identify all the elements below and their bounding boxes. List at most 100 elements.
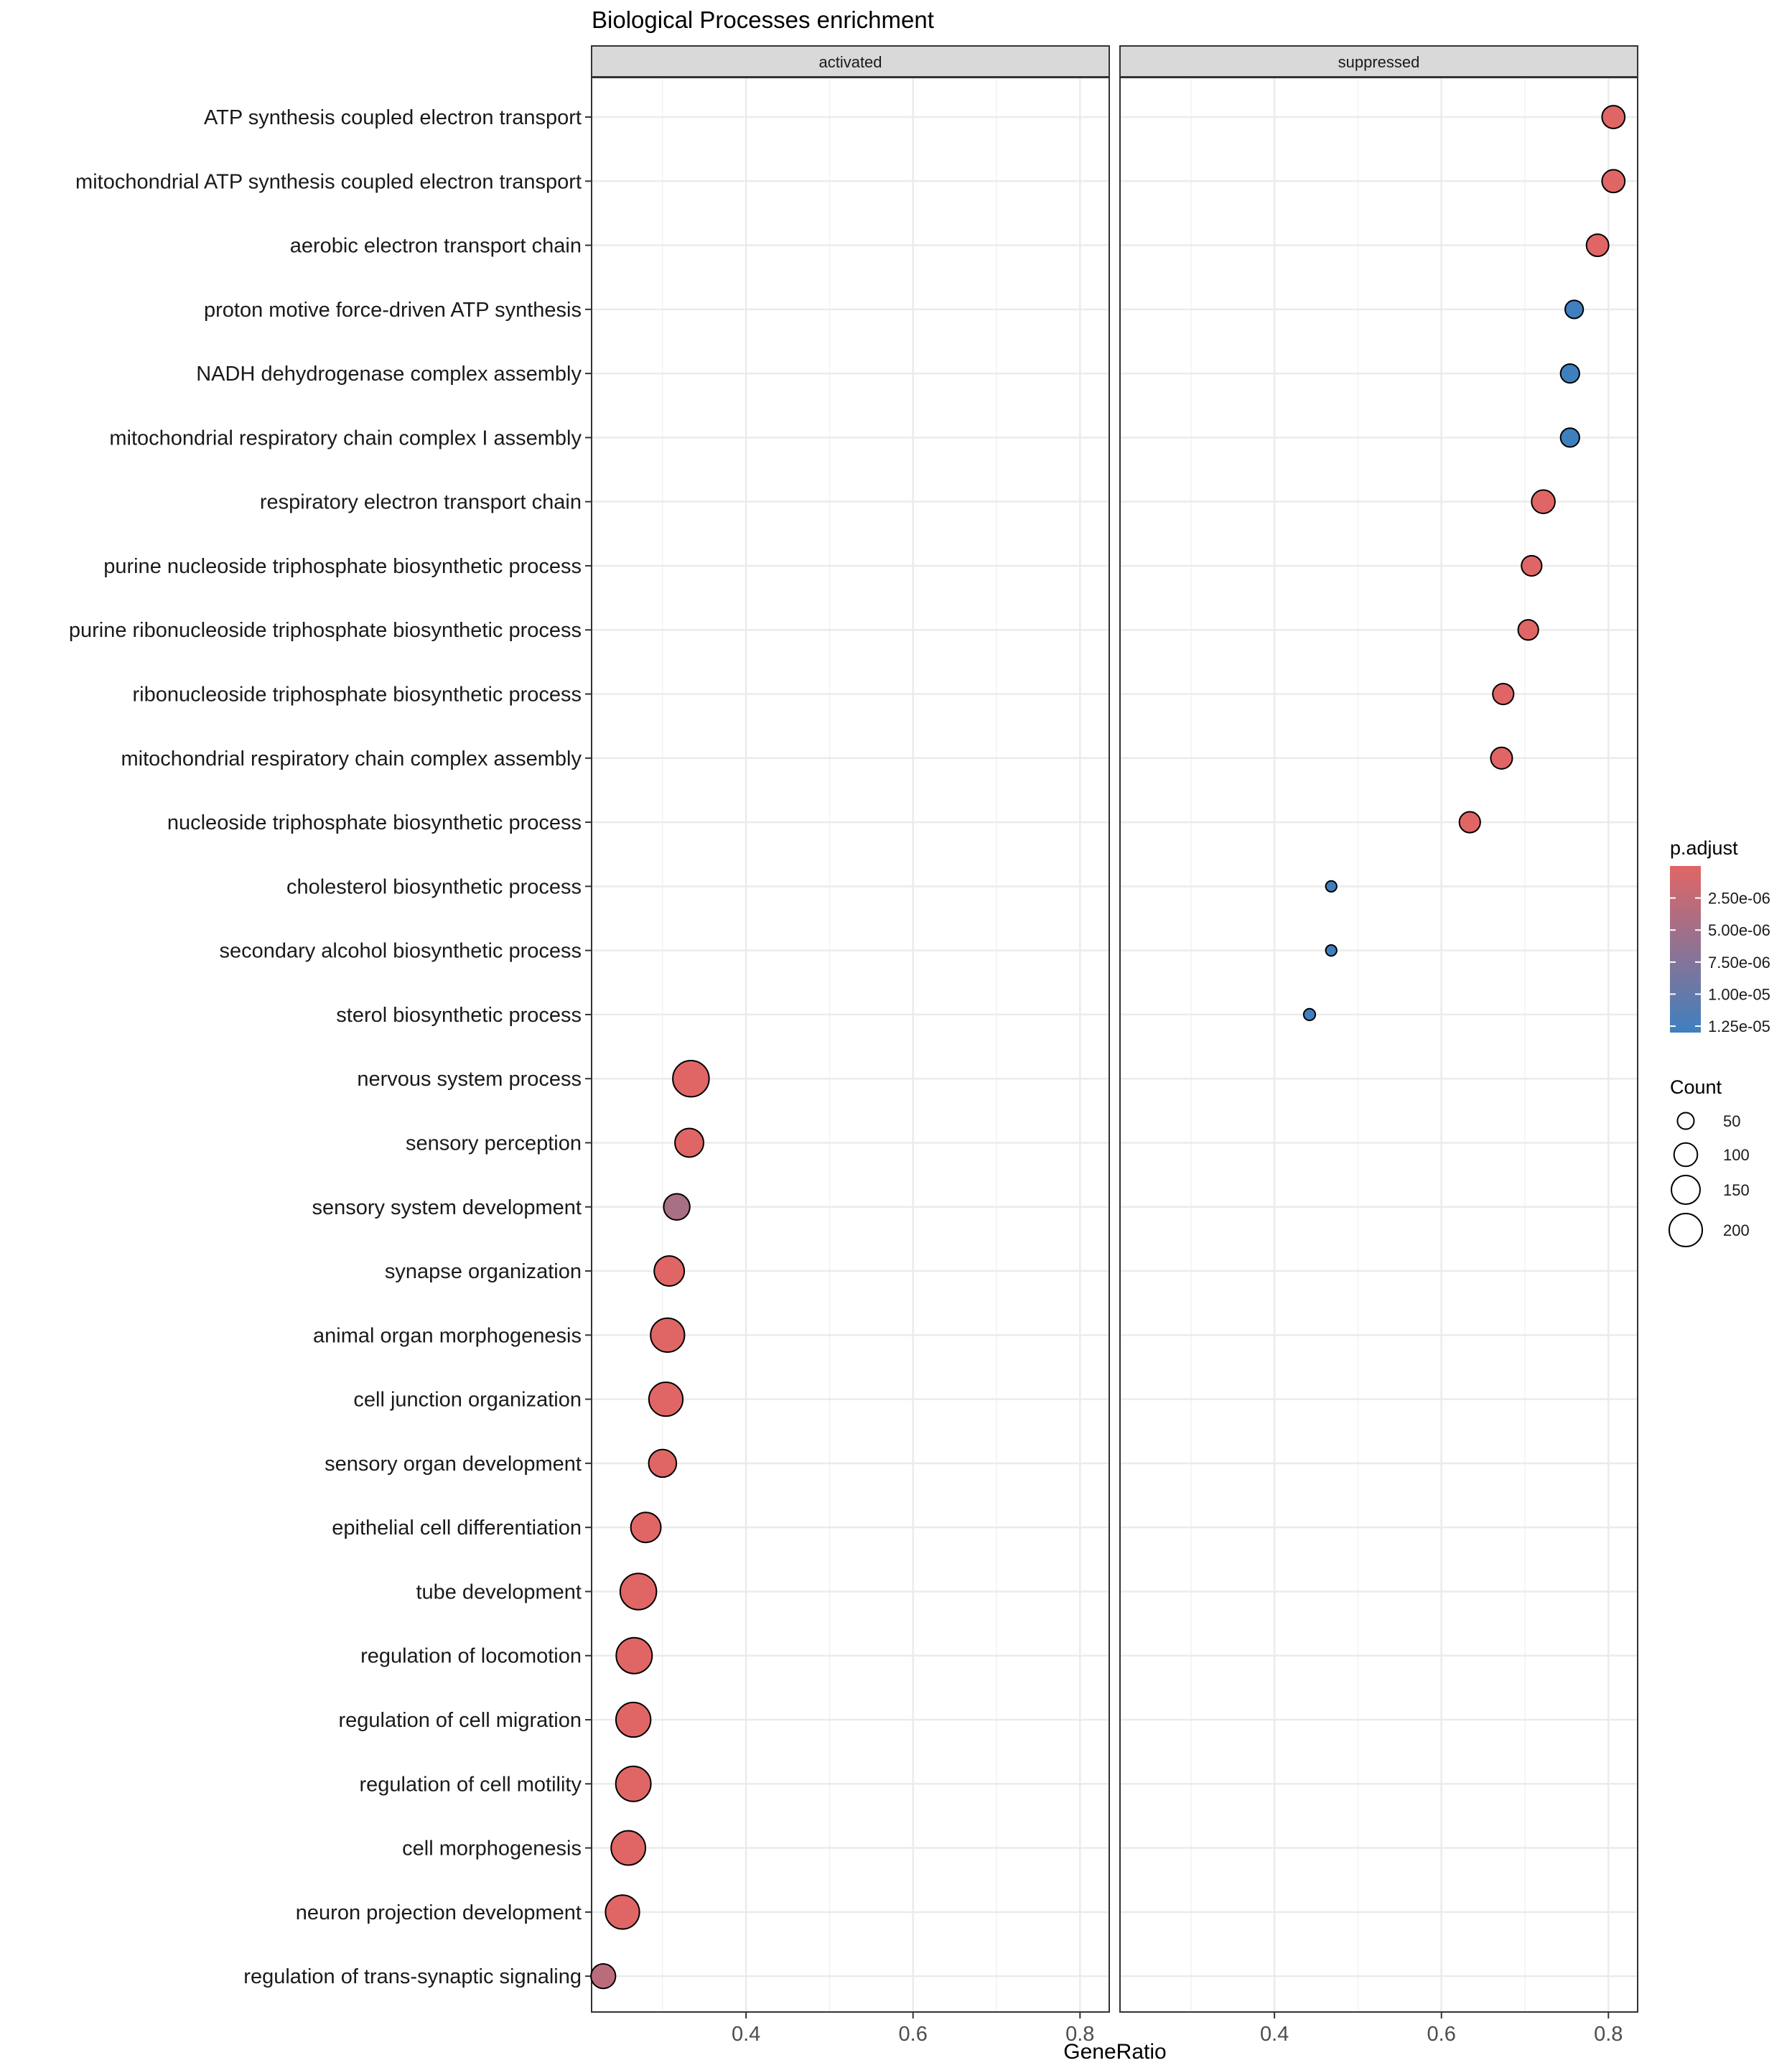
x-tick-label: 0.4 bbox=[1260, 2023, 1289, 2046]
data-point bbox=[1302, 1007, 1317, 1022]
y-tick-label: sensory system development bbox=[312, 1196, 582, 1219]
data-point bbox=[1492, 682, 1515, 706]
y-tick-label: purine ribonucleoside triphosphate biosy… bbox=[69, 619, 582, 642]
y-tick-label: cell junction organization bbox=[353, 1389, 582, 1412]
data-point bbox=[653, 1255, 686, 1287]
panel-background bbox=[592, 78, 1109, 2012]
data-point bbox=[1458, 811, 1481, 834]
colorbar-tick-label: 1.25e-05 bbox=[1708, 1017, 1770, 1035]
data-point bbox=[663, 1193, 691, 1221]
count-legend-circle bbox=[1668, 1212, 1704, 1248]
x-tick-label: 0.6 bbox=[1427, 2023, 1456, 2046]
colorbar-tick-label: 1.00e-05 bbox=[1708, 985, 1770, 1003]
data-point bbox=[630, 1512, 662, 1544]
data-point bbox=[1585, 233, 1610, 258]
y-tick-label: synapse organization bbox=[385, 1260, 582, 1283]
y-axis-labels: ATP synthesis coupled electron transport… bbox=[69, 106, 592, 1988]
y-tick-label: regulation of trans-synaptic signaling bbox=[243, 1965, 582, 1988]
y-tick-label: nucleoside triphosphate biosynthetic pro… bbox=[167, 811, 582, 834]
p-adjust-legend-title: p.adjust bbox=[1670, 837, 1738, 859]
data-point bbox=[672, 1059, 710, 1098]
y-tick-label: mitochondrial respiratory chain complex … bbox=[121, 747, 582, 770]
p-adjust-colorbar bbox=[1670, 866, 1701, 1033]
x-axis-title: GeneRatio bbox=[1063, 2040, 1166, 2064]
count-legend-label: 200 bbox=[1723, 1221, 1750, 1239]
y-tick-label: neuron projection development bbox=[296, 1901, 582, 1924]
y-tick-label: nervous system process bbox=[357, 1068, 582, 1091]
p-adjust-legend: p.adjust 2.50e-06 5.00e-06 7.50e-06 1.00e-0… bbox=[1670, 837, 1770, 1035]
data-point bbox=[1559, 427, 1580, 448]
data-point bbox=[610, 1830, 647, 1866]
y-tick-label: tube development bbox=[416, 1580, 582, 1603]
data-point bbox=[605, 1894, 640, 1930]
data-point bbox=[1490, 746, 1513, 770]
data-point bbox=[590, 1963, 617, 1990]
x-tick-label: 0.4 bbox=[732, 2023, 760, 2046]
panel-border bbox=[1119, 77, 1638, 2013]
count-legend: Count 50 100 150 200 bbox=[1668, 1076, 1750, 1248]
data-point bbox=[1601, 169, 1626, 194]
facet-strip-activated: activated bbox=[591, 45, 1110, 78]
y-tick-label: secondary alcohol biosynthetic process bbox=[219, 940, 582, 963]
data-point bbox=[648, 1381, 684, 1417]
facet-label-activated: activated bbox=[818, 53, 882, 71]
y-tick-label: regulation of locomotion bbox=[360, 1645, 582, 1668]
data-point bbox=[1325, 944, 1338, 957]
y-tick-label: respiratory electron transport chain bbox=[260, 491, 582, 514]
y-tick-label: regulation of cell migration bbox=[338, 1709, 582, 1732]
data-point bbox=[1521, 554, 1543, 577]
data-point bbox=[1601, 105, 1626, 129]
y-tick-label: sterol biosynthetic process bbox=[336, 1004, 582, 1027]
colorbar-tick-label: 2.50e-06 bbox=[1708, 890, 1770, 908]
y-tick-label: proton motive force-driven ATP synthesis bbox=[204, 299, 582, 322]
data-point bbox=[650, 1317, 686, 1353]
panel-suppressed bbox=[1119, 77, 1638, 2013]
data-point bbox=[615, 1636, 653, 1675]
y-tick-label: aerobic electron transport chain bbox=[290, 235, 582, 258]
panel-background bbox=[1120, 78, 1638, 2012]
count-legend-circle bbox=[1673, 1142, 1699, 1168]
x-tick-label: 0.8 bbox=[1594, 2023, 1623, 2046]
data-point bbox=[648, 1448, 678, 1478]
data-point bbox=[615, 1701, 652, 1738]
data-point bbox=[1325, 880, 1338, 893]
y-tick-label: ribonucleoside triphosphate biosynthetic… bbox=[133, 684, 582, 707]
data-points bbox=[590, 105, 1626, 1990]
y-tick-label: regulation of cell motility bbox=[360, 1773, 582, 1796]
facet-strip-suppressed: suppressed bbox=[1119, 45, 1638, 78]
y-tick-label: cell morphogenesis bbox=[402, 1838, 582, 1860]
count-legend-label: 50 bbox=[1723, 1112, 1740, 1130]
data-point bbox=[619, 1573, 658, 1611]
panel-activated bbox=[591, 77, 1110, 2013]
data-point bbox=[1517, 619, 1539, 641]
y-tick-label: NADH dehydrogenase complex assembly bbox=[196, 363, 582, 386]
colorbar-tick-label: 7.50e-06 bbox=[1708, 954, 1770, 972]
data-point bbox=[674, 1127, 705, 1158]
y-tick-label: epithelial cell differentiation bbox=[332, 1517, 582, 1540]
count-legend-label: 150 bbox=[1723, 1181, 1750, 1199]
chart-title: Biological Processes enrichment bbox=[592, 6, 934, 33]
y-tick-label: mitochondrial respiratory chain complex … bbox=[109, 427, 582, 450]
data-point bbox=[1531, 489, 1556, 514]
y-tick-label: animal organ morphogenesis bbox=[313, 1324, 582, 1347]
facet-label-suppressed: suppressed bbox=[1338, 53, 1420, 71]
data-point bbox=[1559, 363, 1580, 384]
x-tick-label: 0.6 bbox=[899, 2023, 928, 2046]
count-legend-circle bbox=[1676, 1112, 1695, 1130]
y-tick-label: sensory organ development bbox=[325, 1453, 582, 1476]
count-legend-circle bbox=[1671, 1175, 1701, 1205]
data-point bbox=[1564, 299, 1585, 320]
count-legend-title: Count bbox=[1670, 1076, 1722, 1098]
count-legend-label: 100 bbox=[1723, 1146, 1750, 1164]
y-tick-label: mitochondrial ATP synthesis coupled elec… bbox=[75, 170, 582, 193]
x-tick-label: 0.8 bbox=[1065, 2023, 1094, 2046]
y-tick-label: sensory perception bbox=[406, 1132, 582, 1155]
data-point bbox=[615, 1765, 652, 1802]
colorbar-tick-label: 5.00e-06 bbox=[1708, 921, 1770, 939]
y-tick-label: ATP synthesis coupled electron transport bbox=[204, 106, 582, 129]
x-axis-ticks: 0.4 0.6 0.8 0.4 0.6 0.8 bbox=[732, 2012, 1623, 2046]
panel-border bbox=[591, 77, 1110, 2013]
y-tick-label: cholesterol biosynthetic process bbox=[286, 875, 582, 898]
y-tick-label: purine nucleoside triphosphate biosynthe… bbox=[103, 555, 582, 578]
